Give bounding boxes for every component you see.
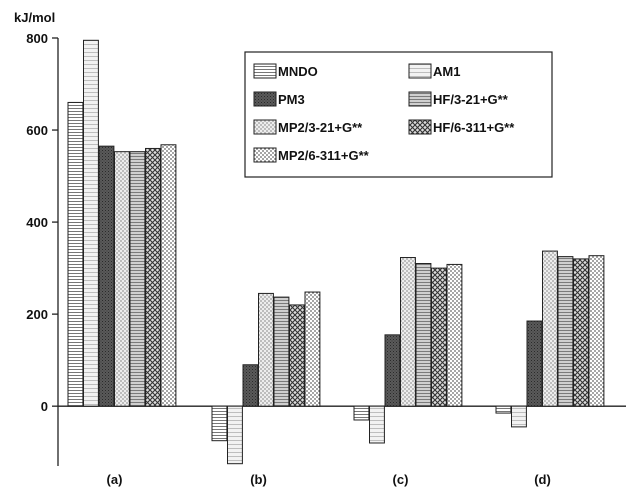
legend-item: MNDO [253, 63, 318, 79]
labels-layer: 0 200 400 600 800 (a) (b) (c) (d) [26, 31, 551, 487]
legend-swatch [253, 119, 277, 135]
bar-mndo-3 [353, 405, 370, 421]
y-tick-label: 600 [26, 123, 48, 138]
legend-label: MP2/3-21+G** [278, 120, 363, 135]
bar-mp2-3-21-g--1 [114, 151, 130, 407]
legend-label: MP2/6-311+G** [278, 148, 370, 163]
bar-mp2-6-311-g--2 [304, 291, 321, 407]
legend-swatch [253, 91, 277, 107]
bar-mp2-3-21-g--4 [542, 250, 558, 407]
legend-item: HF/6-311+G** [408, 119, 515, 135]
legend-swatch [408, 63, 432, 79]
bar-am1-1 [83, 39, 99, 407]
bar-am1-4 [511, 405, 527, 428]
legend-item: PM3 [253, 91, 305, 107]
bar-hf-3-21-g--4 [557, 256, 574, 407]
y-tick-label: 400 [26, 215, 48, 230]
bar-hf-6-311-g--3 [431, 267, 447, 407]
y-axis-unit-label: kJ/mol [14, 10, 55, 25]
bar-mp2-3-21-g--3 [400, 257, 416, 407]
legend-swatch [408, 91, 432, 107]
category-label: (b) [250, 472, 267, 487]
bar-pm3-4 [526, 320, 543, 407]
bar-hf-3-21-g--2 [273, 296, 290, 407]
legend-swatch [253, 147, 277, 163]
legend-swatch [408, 119, 432, 135]
bar-hf-6-311-g--2 [289, 304, 305, 407]
bar-hf-6-311-g--1 [145, 147, 161, 407]
legend-label: PM3 [278, 92, 305, 107]
category-label: (d) [534, 472, 551, 487]
legend-label: MNDO [278, 64, 318, 79]
bar-mndo-4 [495, 405, 512, 414]
bar-pm3-2 [242, 364, 259, 407]
bar-hf-3-21-g--3 [415, 263, 432, 407]
legend: MNDO AM1 PM3 HF/3-21+G** MP2/3-21+G** HF/6-31… [244, 51, 553, 178]
bar-hf-3-21-g--1 [129, 151, 146, 407]
category-label: (a) [107, 472, 123, 487]
y-tick-label: 800 [26, 31, 48, 46]
bar-mndo-1 [67, 101, 84, 407]
bar-am1-3 [369, 405, 385, 444]
legend-item: HF/3-21+G** [408, 91, 509, 107]
legend-item: AM1 [408, 63, 460, 79]
bars-layer [67, 39, 605, 465]
bar-mndo-2 [211, 405, 228, 442]
legend-label: AM1 [433, 64, 460, 79]
legend-label: HF/6-311+G** [433, 120, 515, 135]
category-label: (c) [393, 472, 409, 487]
legend-item: MP2/6-311+G** [253, 147, 370, 163]
bar-hf-6-311-g--4 [573, 258, 589, 407]
legend-label: HF/3-21+G** [433, 92, 509, 107]
bar-mp2-6-311-g--1 [160, 144, 177, 407]
bar-pm3-1 [98, 145, 115, 407]
bar-mp2-6-311-g--3 [446, 263, 463, 407]
bar-mp2-6-311-g--4 [588, 255, 605, 407]
y-tick-label: 200 [26, 307, 48, 322]
legend-item: MP2/3-21+G** [253, 119, 363, 135]
bar-pm3-3 [384, 334, 401, 407]
bar-mp2-3-21-g--2 [258, 292, 274, 407]
bar-am1-2 [227, 405, 243, 465]
y-tick-label: 0 [41, 399, 48, 414]
legend-swatch [253, 63, 277, 79]
legend-box [244, 51, 553, 178]
